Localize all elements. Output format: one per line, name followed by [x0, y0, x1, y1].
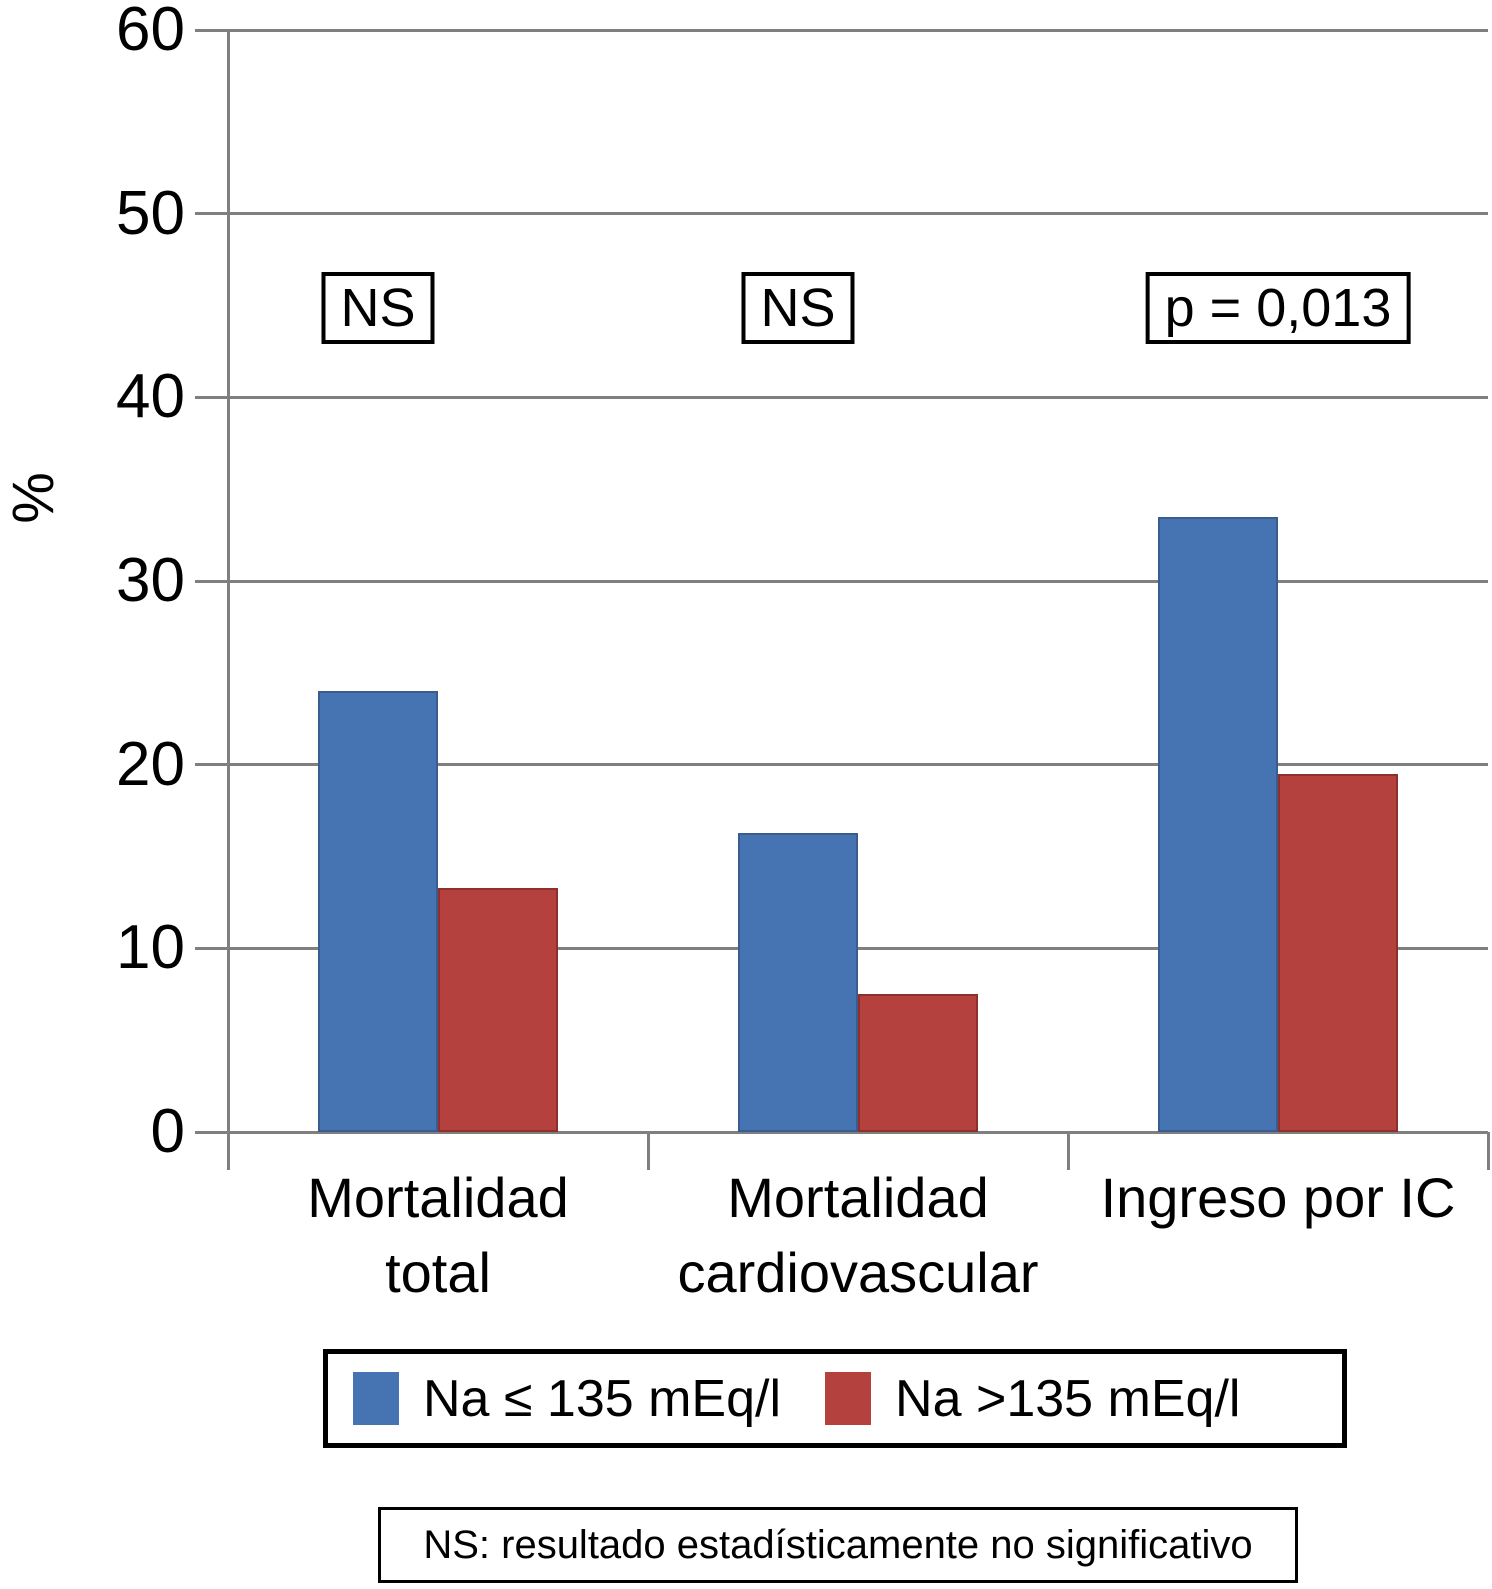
- y-axis-tick-label: 20: [116, 729, 185, 799]
- bar-series2-cat1: [438, 887, 558, 1132]
- bar-series1-cat1: [318, 691, 438, 1132]
- gridline-30: [195, 579, 1488, 583]
- bar-series2-cat2: [858, 994, 978, 1132]
- legend-item-1: Na ≤ 135 mEq/l: [353, 1369, 781, 1429]
- x-axis-category-label: Mortalidad total: [307, 1166, 569, 1304]
- significance-box: NS: [741, 272, 855, 344]
- x-axis-category-label: Mortalidad cardiovascular: [677, 1166, 1039, 1304]
- significance-box: p = 0,013: [1145, 272, 1411, 344]
- bar-series2-cat3: [1278, 773, 1398, 1132]
- bar-series1-cat2: [738, 832, 858, 1132]
- y-axis-tick-label: 50: [116, 178, 185, 248]
- gridline-20: [195, 763, 1488, 767]
- footnote-text: NS: resultado estadísticamente no signif…: [423, 1522, 1253, 1567]
- gridline-50: [195, 212, 1488, 216]
- gridline-40: [195, 395, 1488, 399]
- legend-box: Na ≤ 135 mEq/l Na >135 mEq/l: [323, 1349, 1347, 1448]
- y-axis-tick-label: 0: [150, 1097, 185, 1166]
- x-axis-category-label: Ingreso por IC: [1100, 1166, 1456, 1229]
- legend-item-2: Na >135 mEq/l: [825, 1369, 1240, 1429]
- gridline-60: [195, 28, 1488, 32]
- y-axis-tick-label: 40: [116, 362, 185, 432]
- footnote-box: NS: resultado estadísticamente no signif…: [378, 1507, 1298, 1583]
- x-axis-tick: [1066, 1132, 1070, 1170]
- y-axis-tick-label: 30: [116, 546, 185, 615]
- y-axis-line: [226, 30, 230, 1170]
- x-axis-tick: [646, 1132, 650, 1170]
- legend-items: Na ≤ 135 mEq/l Na >135 mEq/l: [353, 1369, 1284, 1429]
- legend-swatch-2: [825, 1372, 872, 1425]
- legend-label-1: Na ≤ 135 mEq/l: [423, 1369, 782, 1428]
- significance-box: NS: [321, 272, 435, 344]
- y-axis-title-text: %: [0, 472, 66, 524]
- y-axis-tick-label: 10: [116, 913, 185, 983]
- y-axis-title: %: [0, 453, 73, 543]
- x-axis-tick: [1486, 1132, 1490, 1170]
- legend-label-2: Na >135 mEq/l: [895, 1369, 1241, 1428]
- y-axis-tick-label: 60: [116, 0, 185, 64]
- legend-swatch-1: [353, 1372, 399, 1425]
- gridline-0: [195, 1130, 1488, 1134]
- bar-series1-cat3: [1158, 516, 1278, 1132]
